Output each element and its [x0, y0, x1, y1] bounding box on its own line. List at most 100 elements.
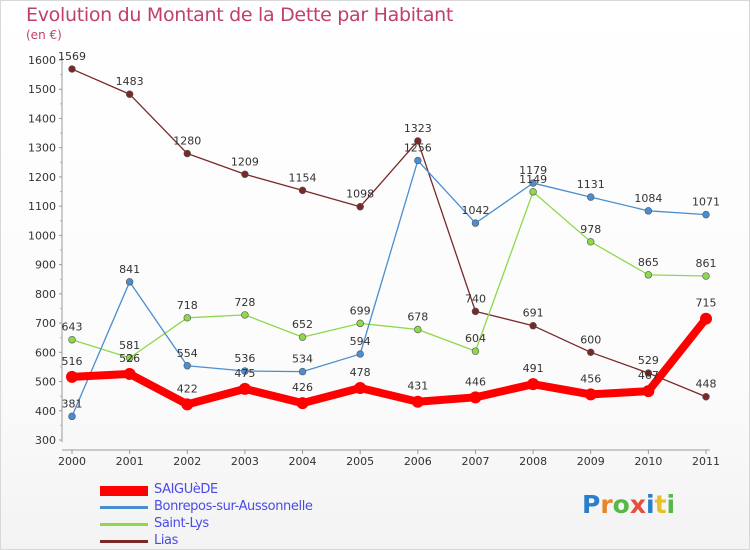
data-label-saint-lys: 678 — [407, 311, 428, 324]
data-point-bonrepos-sur-aussonnelle — [68, 412, 76, 421]
data-point-saint-lys — [298, 333, 307, 341]
y-tick-label: 500 — [35, 376, 56, 389]
y-tick-label: 1300 — [28, 142, 56, 155]
x-tick-label: 2001 — [116, 455, 144, 468]
data-label-saigu-de: 715 — [696, 297, 717, 310]
data-point-saint-lys — [183, 314, 191, 322]
data-label-lias: 1098 — [346, 188, 374, 201]
data-point-saint-lys — [529, 188, 537, 196]
y-tick-label: 1000 — [28, 229, 56, 242]
data-point-saigu-de — [584, 388, 597, 401]
y-tick-label: 400 — [35, 405, 56, 418]
logo-letter: x — [629, 490, 646, 519]
data-point-saigu-de — [469, 391, 482, 404]
data-label-saint-lys: 604 — [465, 332, 486, 345]
data-label-saigu-de: 475 — [234, 367, 255, 380]
data-label-bonrepos-sur-aussonnelle: 1071 — [692, 196, 720, 209]
data-label-saint-lys: 1149 — [519, 173, 547, 186]
data-point-lias — [471, 307, 480, 316]
x-tick-label: 2007 — [461, 455, 489, 468]
data-point-saint-lys — [702, 272, 710, 280]
data-point-lias — [644, 369, 653, 377]
data-point-lias — [68, 65, 76, 73]
y-tick-label: 1100 — [28, 200, 56, 213]
data-label-lias: 691 — [523, 307, 544, 320]
data-label-saint-lys: 652 — [292, 318, 313, 331]
data-point-saigu-de — [527, 378, 540, 391]
data-point-bonrepos-sur-aussonnelle — [125, 278, 134, 286]
data-point-saint-lys — [587, 238, 595, 246]
data-labels-layer: 1569 1483 1280 1209 1154 1098 1323 740 691 600 529… — [58, 50, 720, 410]
y-tick-label: 1200 — [28, 171, 56, 184]
x-tick-label: 2000 — [58, 455, 86, 468]
chart-subtitle: (en €) — [26, 28, 62, 42]
axes: 300 400 500 600 700 800 900 1000 1100 1200 1300 140… — [28, 54, 720, 468]
data-point-lias — [356, 203, 364, 211]
data-label-saigu-de: 426 — [292, 381, 313, 394]
data-point-lias — [183, 149, 191, 158]
data-point-saigu-de — [354, 381, 367, 394]
legend-swatch-lias — [100, 540, 148, 543]
data-point-bonrepos-sur-aussonnelle — [529, 179, 537, 187]
data-label-lias: 740 — [465, 292, 486, 305]
x-tick-label: 2003 — [231, 455, 259, 468]
legend-label-saint-lys: Saint-Lys — [154, 516, 209, 531]
data-label-lias: 1323 — [404, 122, 432, 135]
x-tick-label: 2008 — [519, 455, 547, 468]
data-label-lias: 600 — [580, 333, 601, 346]
data-point-saigu-de — [238, 382, 251, 395]
data-label-saigu-de: 516 — [62, 355, 83, 368]
data-point-saint-lys — [125, 354, 134, 362]
data-label-saigu-de: 422 — [177, 382, 198, 395]
y-tick-label: 700 — [35, 317, 56, 330]
data-label-bonrepos-sur-aussonnelle: 381 — [62, 397, 83, 410]
data-label-bonrepos-sur-aussonnelle: 536 — [234, 352, 255, 365]
legend-swatch-saint-lys — [100, 523, 148, 526]
logo-letter: o — [612, 490, 630, 519]
y-tick-label: 300 — [35, 434, 56, 447]
legend-label-bonrepos: Bonrepos-sur-Aussonnelle — [154, 499, 313, 514]
data-point-saint-lys — [471, 347, 480, 355]
x-tick-label: 2009 — [577, 455, 605, 468]
data-label-bonrepos-sur-aussonnelle: 1179 — [519, 164, 547, 177]
chart-title: Evolution du Montant de la Dette par Hab… — [26, 4, 454, 26]
data-label-saigu-de: 467 — [638, 369, 659, 382]
data-label-saint-lys: 581 — [119, 339, 140, 352]
data-label-saigu-de: 491 — [523, 362, 544, 375]
legend-swatch-bonrepos — [100, 506, 148, 509]
data-point-bonrepos-sur-aussonnelle — [644, 207, 653, 215]
data-point-bonrepos-sur-aussonnelle — [471, 219, 480, 227]
data-label-saint-lys: 718 — [177, 299, 198, 312]
data-point-bonrepos-sur-aussonnelle — [587, 193, 595, 201]
logo-letter: i — [666, 490, 676, 519]
data-point-saigu-de — [66, 370, 78, 383]
data-label-lias: 448 — [696, 378, 717, 391]
logo-letter: i — [646, 490, 655, 519]
data-label-bonrepos-sur-aussonnelle: 1084 — [634, 192, 662, 205]
data-point-lias — [587, 348, 595, 357]
y-tick-label: 1600 — [28, 54, 56, 67]
x-tick-label: 2004 — [289, 455, 317, 468]
data-point-bonrepos-sur-aussonnelle — [241, 367, 249, 375]
legend-label-saiguede: SAIGUèDE — [154, 482, 218, 497]
data-label-bonrepos-sur-aussonnelle: 841 — [119, 263, 140, 276]
data-label-saigu-de: 456 — [580, 372, 601, 385]
data-point-saint-lys — [644, 271, 653, 279]
y-tick-label: 800 — [35, 288, 56, 301]
data-label-saigu-de: 478 — [350, 366, 371, 379]
data-label-saint-lys: 699 — [350, 304, 371, 317]
logo-letter: P — [582, 490, 601, 519]
y-tick-label: 1400 — [28, 112, 56, 125]
data-point-lias — [241, 170, 249, 178]
data-point-bonrepos-sur-aussonnelle — [414, 156, 422, 165]
data-point-bonrepos-sur-aussonnelle — [183, 362, 191, 370]
data-point-saint-lys — [414, 325, 422, 334]
logo-letter: t — [654, 490, 667, 519]
data-label-saint-lys: 643 — [62, 321, 83, 334]
data-label-lias: 1154 — [289, 171, 317, 184]
x-tick-label: 2010 — [634, 455, 662, 468]
data-label-bonrepos-sur-aussonnelle: 594 — [350, 335, 371, 348]
data-label-lias: 529 — [638, 354, 659, 367]
data-label-bonrepos-sur-aussonnelle: 1042 — [461, 204, 489, 217]
